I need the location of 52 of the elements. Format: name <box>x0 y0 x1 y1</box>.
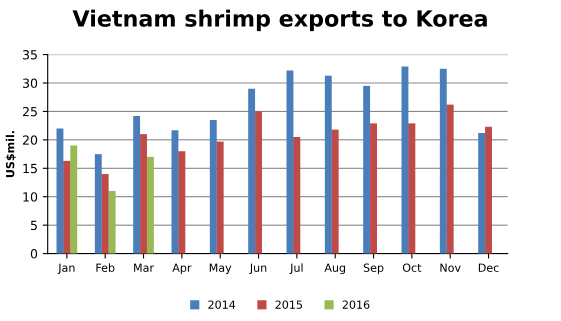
y-axis-title: US$mil. <box>6 131 16 178</box>
x-tick-label: Aug <box>324 264 346 274</box>
bar <box>102 174 109 254</box>
x-tick-label: Feb <box>96 263 114 272</box>
x-tick-label: Sep <box>364 264 384 274</box>
x-tick-label: Dec <box>478 264 499 272</box>
y-tick-label: 15 <box>23 164 37 174</box>
bar <box>478 133 486 254</box>
bar <box>172 130 178 254</box>
x-tick-label: Jun <box>249 264 266 274</box>
x-tick-label: Apr <box>172 264 192 274</box>
bar <box>140 134 147 254</box>
x-tick-label: Jul <box>290 263 303 274</box>
legend-label: 2016 <box>342 300 370 309</box>
legend-label: 2014 <box>208 300 236 309</box>
bar <box>286 70 294 254</box>
x-tick-label: Mar <box>134 264 154 272</box>
bar <box>332 130 339 254</box>
y-tick-label: 0 <box>30 249 38 259</box>
y-tick-label: 5 <box>30 220 37 230</box>
x-tick-label: Nov <box>440 264 461 272</box>
bar <box>133 116 140 254</box>
x-tick-label: Oct <box>402 264 422 272</box>
bar <box>255 111 262 254</box>
bar <box>70 146 78 254</box>
legend-label: 2015 <box>276 300 302 309</box>
bar <box>485 126 492 254</box>
bar <box>94 154 102 254</box>
bar <box>363 86 370 254</box>
bar <box>108 191 116 254</box>
y-tick-label: 25 <box>22 106 37 116</box>
y-tick-label: 20 <box>22 135 38 145</box>
bar <box>293 137 300 254</box>
bar <box>63 160 70 254</box>
bar <box>446 104 454 254</box>
y-tick-label: 30 <box>23 78 38 88</box>
bar <box>178 151 186 254</box>
chart-title: Vietnam shrimp exports to Korea <box>72 10 487 32</box>
x-tick-label: Jan <box>58 264 74 274</box>
bar <box>146 156 154 254</box>
y-tick-label: 10 <box>23 192 38 202</box>
bar <box>248 88 256 254</box>
bar <box>408 123 416 254</box>
bar <box>216 142 224 254</box>
bar <box>210 120 217 254</box>
bar <box>402 66 408 254</box>
bar <box>440 68 447 254</box>
bar <box>56 128 64 254</box>
x-tick-label: May <box>210 264 232 274</box>
bar <box>370 123 377 254</box>
bar <box>324 76 332 254</box>
y-tick-label: 35 <box>23 50 37 60</box>
